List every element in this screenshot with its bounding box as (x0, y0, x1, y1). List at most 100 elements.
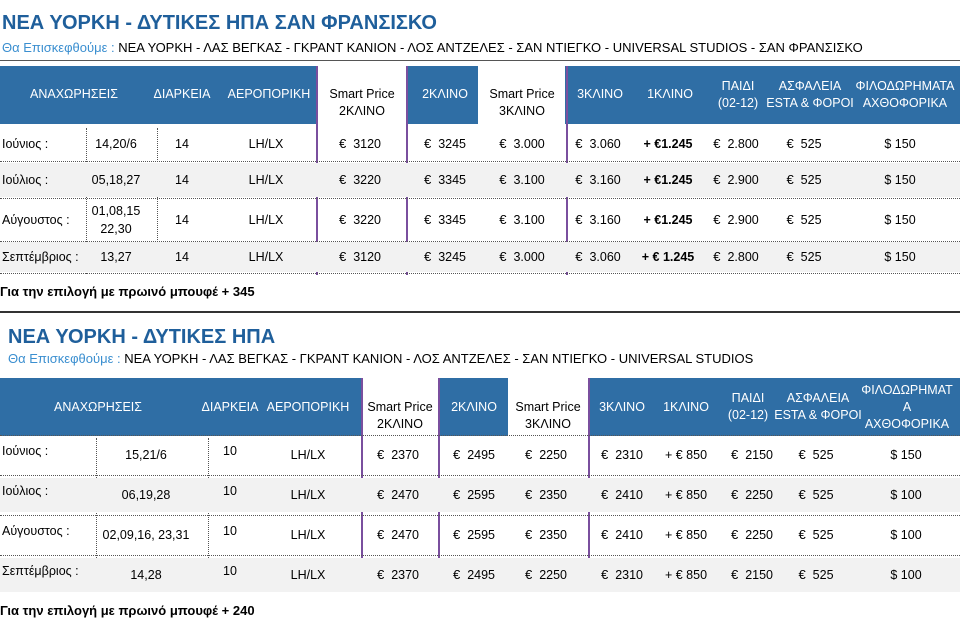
section2-header-child-line2: (02-12) (727, 408, 769, 422)
euro-symbol: € (499, 136, 507, 151)
section1-row: Αύγουστος :01,08,15 22,30 14 LH/LX € 3220 € 3… (0, 199, 960, 240)
section1-header-smart3: Smart Price 3ΚΛΙΝΟ (489, 86, 554, 120)
row-single: + € 850 (664, 528, 708, 542)
row-child: € 2250 (731, 487, 773, 503)
row-single: + €1.245 (643, 137, 693, 151)
row-triple-value: 2310 (615, 448, 643, 462)
section2-smart2-bg (362, 378, 438, 436)
row-smart2: € 2470 (377, 527, 419, 543)
row-smart2: € 3120 (339, 249, 381, 265)
row-insurance: € 525 (798, 487, 833, 503)
section1-header-tips: ΦΙΛΟΔΩΡΗΜΑΤΑ ΑΧΘΟΦΟΡΙΚΑ (856, 78, 955, 112)
row-triple-value: 3.060 (589, 137, 621, 151)
section1-header-duration: ΔΙΑΡΚΕΙΑ (153, 87, 211, 101)
row-month: Ιούλιος : (2, 484, 49, 498)
section1-header-child-line2: (02-12) (717, 96, 759, 110)
euro-symbol: € (713, 172, 721, 187)
row-double: € 2495 (453, 567, 495, 583)
section1-smart3-bg (478, 66, 565, 124)
section1-header-child-line1: ΠΑΙΔΙ (721, 79, 755, 93)
row-triple-value: 3.160 (589, 213, 621, 227)
row-child-value: 2.900 (727, 213, 759, 227)
euro-symbol: € (786, 212, 794, 227)
row-insurance: € 525 (786, 249, 821, 265)
row-child: € 2.800 (713, 136, 758, 152)
section1-header-tips-line2: ΑΧΘΟΦΟΡΙΚΑ (862, 96, 948, 110)
row-double-value: 3345 (438, 173, 466, 187)
row-insurance: € 525 (786, 136, 821, 152)
euro-symbol: € (601, 527, 609, 542)
row-child: € 2150 (731, 567, 773, 583)
row-smart2: € 2370 (377, 447, 419, 463)
section2-header-insurance: ΑΣΦΑΛΕΙΑ ESTA & ΦΟΡΟΙ (774, 390, 862, 424)
row-tips: $ 150 (884, 250, 916, 264)
row-smart3: € 3.100 (499, 172, 544, 188)
section1-header-airline: ΑΕΡΟΠΟΡΙΚΗ (227, 87, 311, 101)
row-smart2: € 2470 (377, 487, 419, 503)
row-insurance: € 525 (786, 212, 821, 228)
euro-symbol: € (525, 527, 533, 542)
row-triple-value: 3.060 (589, 250, 621, 264)
section2-header-insurance-line2: ESTA & ΦΟΡΟΙ (774, 408, 862, 422)
row-double: € 3245 (424, 249, 466, 265)
section2-header-smart2: Smart Price 2ΚΛΙΝΟ (367, 399, 432, 433)
row-single: + € 850 (664, 448, 708, 462)
row-smart2: € 3220 (339, 172, 381, 188)
euro-symbol: € (499, 172, 507, 187)
euro-symbol: € (453, 567, 461, 582)
section1-header-child: ΠΑΙΔΙ (02-12) (718, 78, 758, 112)
euro-symbol: € (731, 527, 739, 542)
row-insurance: € 525 (798, 527, 833, 543)
section2-header-triple: 3ΚΛΙΝΟ (599, 400, 645, 414)
row-smart3-value: 3.100 (513, 173, 545, 187)
row-tips: $ 150 (884, 213, 916, 227)
section2-row: Αύγουστος :02,09,16, 23,31 10 LH/LX € 2470 €… (0, 518, 960, 552)
section2-row-separator (0, 435, 960, 436)
section2-row: Ιούλιος :06,19,28 10 LH/LX € 2470 € 2595 € 23… (0, 478, 960, 512)
euro-symbol: € (798, 447, 806, 462)
row-airline: LH/LX (290, 568, 326, 582)
euro-symbol: € (424, 249, 432, 264)
row-child: € 2.800 (713, 249, 758, 265)
row-triple: € 2310 (601, 567, 643, 583)
row-smart3-value: 3.000 (513, 137, 545, 151)
euro-symbol: € (575, 136, 583, 151)
euro-symbol: € (731, 487, 739, 502)
section1-visit-label: Θα Επισκεφθούμε : (2, 40, 115, 55)
euro-symbol: € (601, 487, 609, 502)
section1-header-single: 1ΚΛΙΝΟ (647, 87, 693, 101)
euro-symbol: € (339, 136, 347, 151)
euro-symbol: € (786, 172, 794, 187)
section1-row-separator (0, 273, 960, 274)
row-double: € 2595 (453, 527, 495, 543)
euro-symbol: € (377, 527, 385, 542)
euro-symbol: € (339, 249, 347, 264)
row-triple: € 2310 (601, 447, 643, 463)
euro-symbol: € (575, 172, 583, 187)
row-insurance: € 525 (786, 172, 821, 188)
row-single: + € 1.245 (641, 250, 695, 264)
euro-symbol: € (525, 447, 533, 462)
euro-symbol: € (453, 447, 461, 462)
row-double-value: 2595 (467, 528, 495, 542)
row-month: Αύγουστος : (2, 524, 70, 538)
row-double: € 2495 (453, 447, 495, 463)
row-child-value: 2.800 (727, 250, 759, 264)
euro-symbol: € (525, 487, 533, 502)
row-smart2: € 3220 (339, 212, 381, 228)
euro-symbol: € (453, 487, 461, 502)
section2-header-double: 2ΚΛΙΝΟ (451, 400, 497, 414)
section1-row: Σεπτέμβριος :13,27 14 LH/LX € 3120 € 3245 € 3… (0, 242, 960, 272)
row-child-value: 2150 (745, 448, 773, 462)
row-insurance: € 525 (798, 567, 833, 583)
section1-header-departures: ΑΝΑΧΩΡΗΣΕΙΣ (29, 87, 119, 101)
row-dates: 06,19,28 (121, 488, 171, 502)
row-double-value: 2495 (467, 568, 495, 582)
section1-header: ΑΝΑΧΩΡΗΣΕΙΣ ΔΙΑΡΚΕΙΑ ΑΕΡΟΠΟΡΙΚΗ Smart Pr… (0, 66, 960, 124)
row-tips: $ 150 (890, 448, 922, 462)
section1-row: Ιούνιος :14,20/6 14 LH/LX € 3120 € 3245 € 3.0… (0, 128, 960, 160)
euro-symbol: € (377, 487, 385, 502)
row-month: Ιούνιος : (2, 137, 49, 151)
section1-header-insurance-line2: ESTA & ΦΟΡΟΙ (766, 96, 854, 110)
section1-header-tips-line1: ΦΙΛΟΔΩΡΗΜΑΤΑ (855, 79, 955, 93)
